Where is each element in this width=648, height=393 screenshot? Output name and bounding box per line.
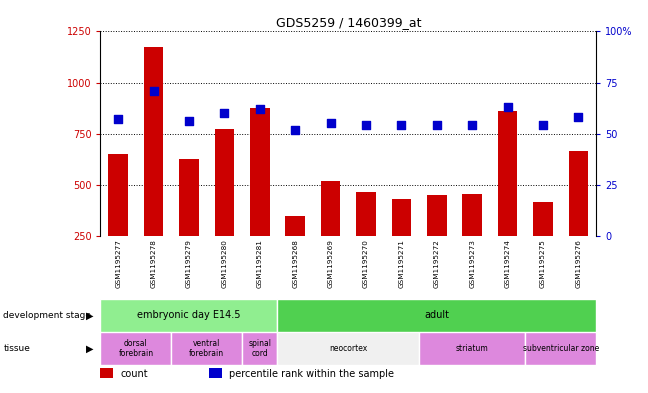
Point	[184, 118, 194, 125]
Point	[255, 106, 265, 112]
Text: subventricular zone: subventricular zone	[523, 344, 599, 353]
Title: GDS5259 / 1460399_at: GDS5259 / 1460399_at	[275, 16, 421, 29]
Text: GSM1195275: GSM1195275	[540, 239, 546, 288]
Bar	[419, 332, 526, 365]
Bar	[533, 202, 553, 236]
Text: ▶: ▶	[86, 310, 94, 320]
Point	[290, 127, 301, 133]
Bar	[100, 332, 171, 365]
Bar	[498, 111, 517, 236]
Text: ventral
forebrain: ventral forebrain	[189, 339, 224, 358]
Bar	[179, 159, 199, 236]
Point	[502, 104, 513, 110]
Bar	[277, 299, 596, 332]
Text: neocortex: neocortex	[329, 344, 367, 353]
Text: GSM1195271: GSM1195271	[399, 239, 404, 288]
Bar	[100, 368, 113, 378]
Point	[113, 116, 123, 123]
Point	[396, 122, 406, 129]
Text: dorsal
forebrain: dorsal forebrain	[119, 339, 154, 358]
Text: GSM1195273: GSM1195273	[469, 239, 475, 288]
Bar	[356, 192, 376, 236]
Text: GSM1195270: GSM1195270	[363, 239, 369, 288]
Text: GSM1195268: GSM1195268	[292, 239, 298, 288]
Text: spinal
cord: spinal cord	[248, 339, 272, 358]
Text: GSM1195281: GSM1195281	[257, 239, 263, 288]
Text: striatum: striatum	[456, 344, 489, 353]
Text: development stage: development stage	[3, 311, 91, 320]
Text: GSM1195272: GSM1195272	[434, 239, 440, 288]
Bar	[286, 217, 305, 236]
Text: GSM1195277: GSM1195277	[115, 239, 121, 288]
Text: GSM1195269: GSM1195269	[328, 239, 334, 288]
Bar	[171, 332, 242, 365]
Text: percentile rank within the sample: percentile rank within the sample	[229, 369, 395, 379]
Point	[361, 122, 371, 129]
Bar	[108, 154, 128, 236]
Point	[219, 110, 229, 116]
Text: tissue: tissue	[3, 344, 30, 353]
Text: GSM1195280: GSM1195280	[222, 239, 227, 288]
Text: embryonic day E14.5: embryonic day E14.5	[137, 310, 240, 320]
Bar	[427, 195, 446, 236]
Point	[325, 120, 336, 127]
Text: GSM1195274: GSM1195274	[505, 239, 511, 288]
Text: GSM1195278: GSM1195278	[150, 239, 157, 288]
Bar	[144, 47, 163, 236]
Bar	[214, 129, 234, 236]
Bar	[277, 332, 419, 365]
Text: count: count	[121, 369, 148, 379]
Point	[538, 122, 548, 129]
Bar	[250, 108, 270, 236]
Bar	[209, 368, 222, 378]
Text: GSM1195279: GSM1195279	[186, 239, 192, 288]
Text: adult: adult	[424, 310, 449, 320]
Bar	[526, 332, 596, 365]
Bar	[100, 299, 277, 332]
Point	[148, 88, 159, 94]
Bar	[391, 199, 411, 236]
Point	[573, 114, 584, 120]
Text: ▶: ▶	[86, 344, 94, 354]
Bar	[242, 332, 277, 365]
Bar	[463, 194, 482, 236]
Point	[432, 122, 442, 129]
Bar	[569, 151, 588, 236]
Point	[467, 122, 478, 129]
Bar	[321, 181, 340, 236]
Text: GSM1195276: GSM1195276	[575, 239, 581, 288]
